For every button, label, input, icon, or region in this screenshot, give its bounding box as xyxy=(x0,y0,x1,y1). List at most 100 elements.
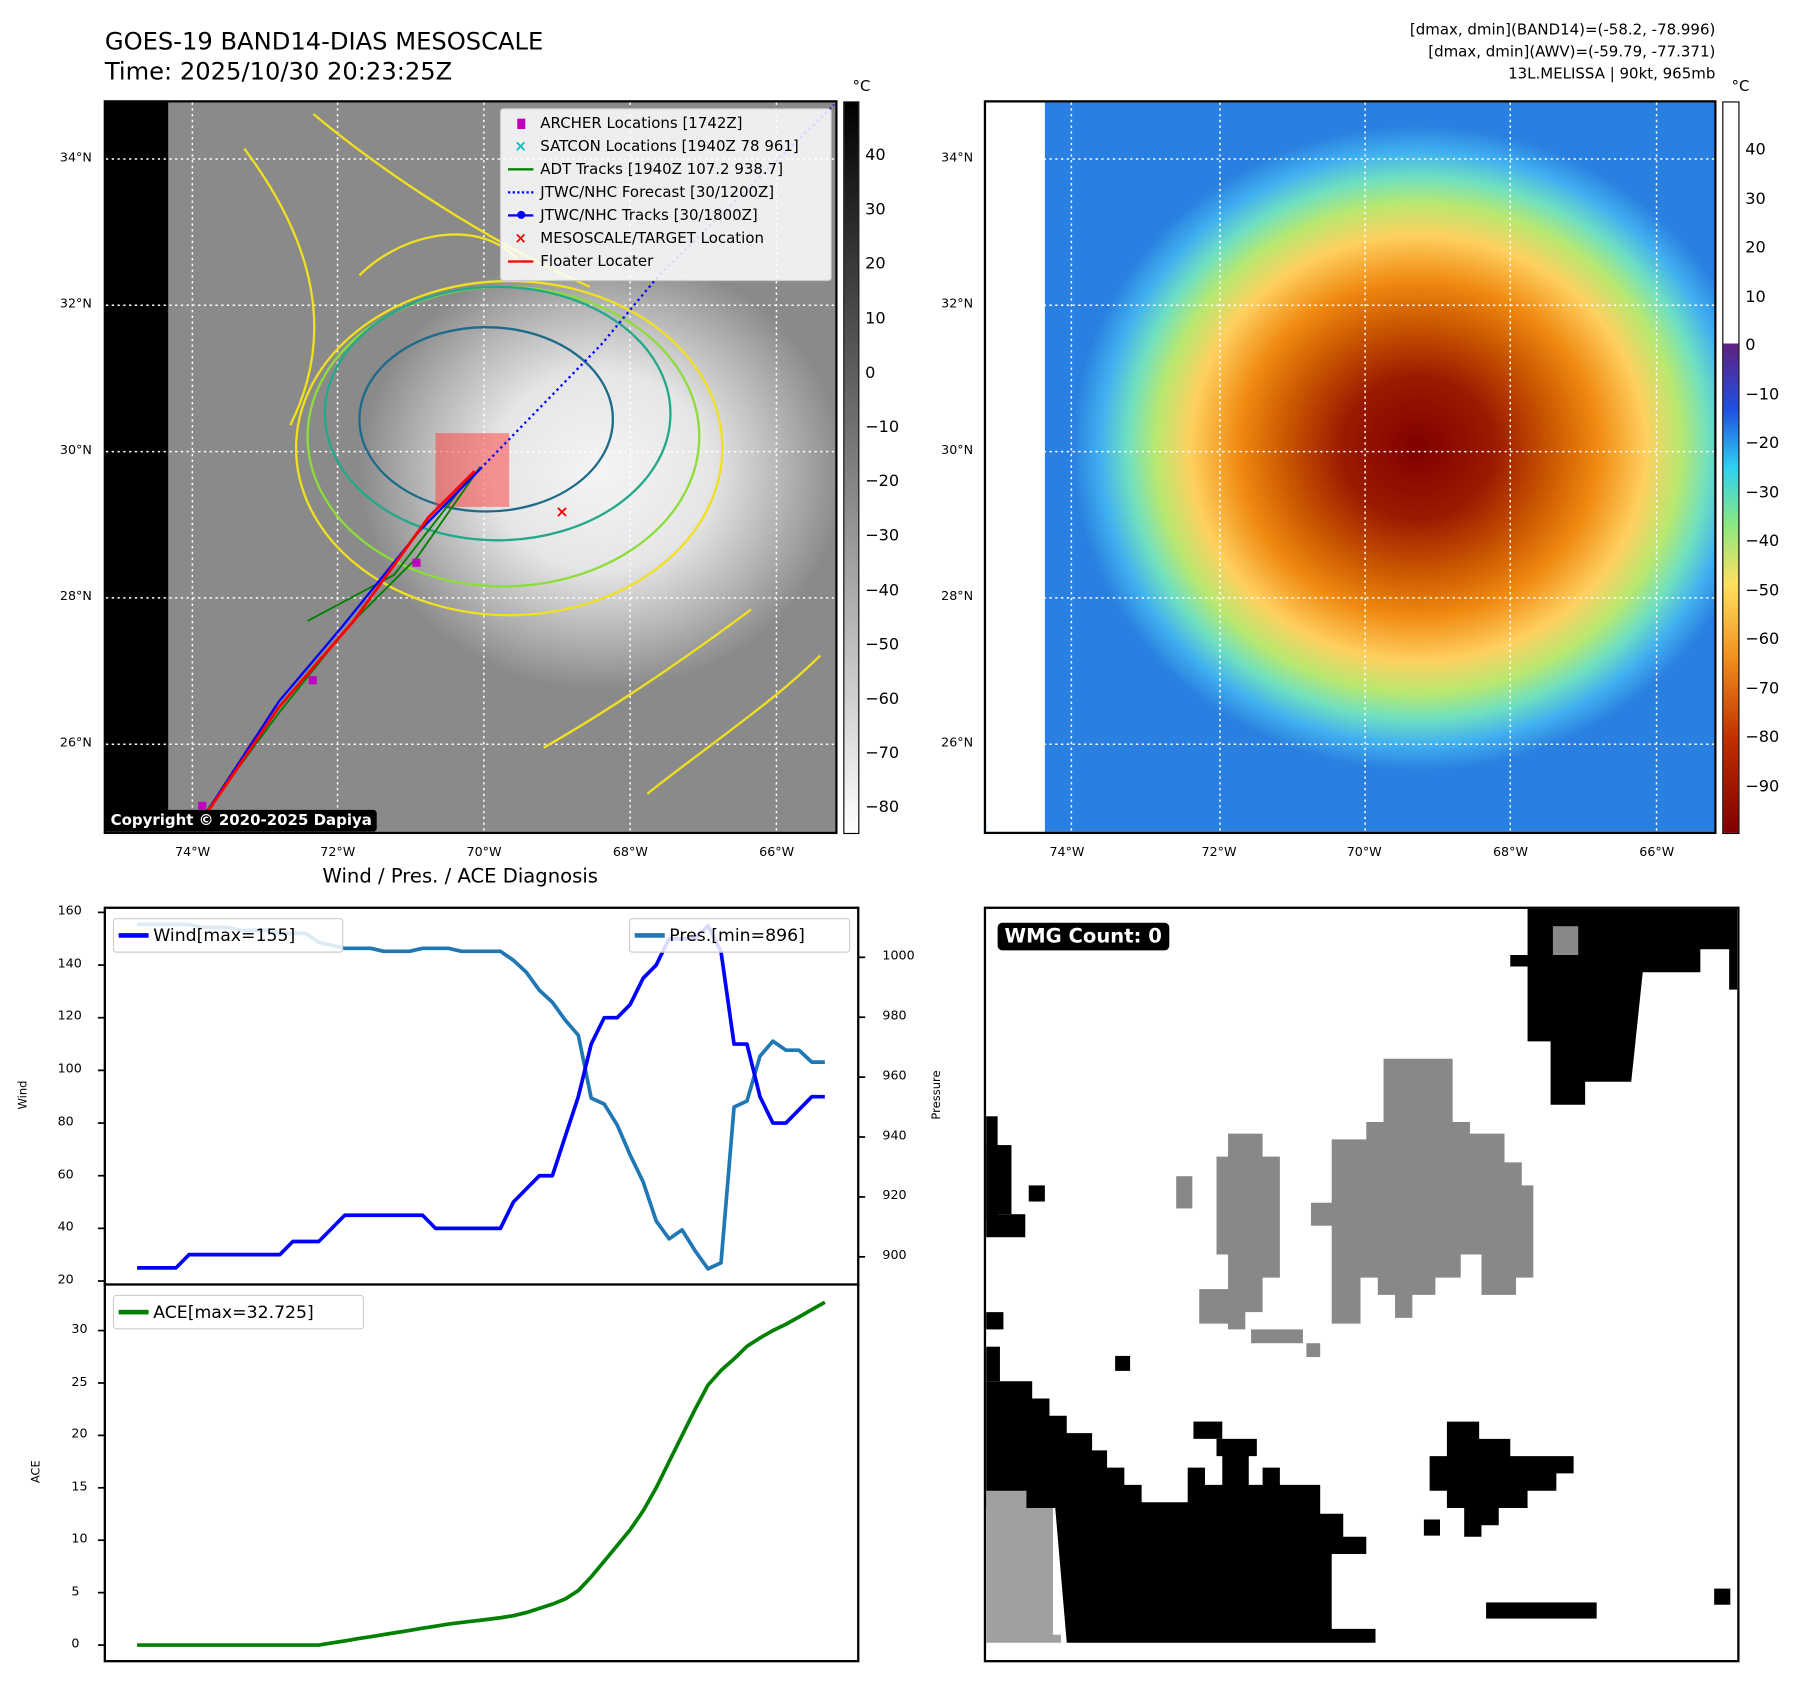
colorbar-tick: −50 xyxy=(865,635,900,655)
dotted-line-icon xyxy=(501,191,540,194)
lon-label: 68°W xyxy=(1492,844,1528,860)
colorbar-tick: 0 xyxy=(1745,336,1756,355)
colorbar-tick: 30 xyxy=(1745,189,1766,208)
lat-label: 32°N xyxy=(941,296,974,312)
copyright: Copyright © 2020-2025 Dapiya xyxy=(105,809,377,832)
dot-line-icon xyxy=(501,210,540,219)
wind-line xyxy=(137,923,825,1270)
lon-label: 72°W xyxy=(320,844,356,860)
map-time: Time: 2025/10/30 20:23:25Z xyxy=(104,57,453,86)
lon-label: 72°W xyxy=(1201,844,1237,860)
colorbar-tick: 20 xyxy=(1745,238,1766,257)
colorbar-tick: −10 xyxy=(865,418,900,437)
square-marker-icon xyxy=(501,118,540,129)
ace-tick-label: 30 xyxy=(71,1321,88,1337)
wind-tick-label: 80 xyxy=(57,1113,74,1129)
colorbar-tick: 0 xyxy=(865,363,876,383)
lat-label: 30°N xyxy=(59,442,92,458)
colorbar-unit-left: °C xyxy=(852,78,871,96)
gridlines xyxy=(986,102,1715,832)
colorbar-tick: 10 xyxy=(865,309,886,328)
ir-map-panel: × ARCHER Locations [1742Z] × SATCON Locat… xyxy=(103,100,838,835)
pressure-tick-label: 980 xyxy=(882,1007,907,1023)
lat-label: 34°N xyxy=(941,149,974,165)
ace-line xyxy=(137,1300,826,1647)
wind-legend: Wind[max=155] xyxy=(112,918,344,953)
map-legend: ARCHER Locations [1742Z] × SATCON Locatio… xyxy=(499,108,832,282)
ace-tick-label: 25 xyxy=(71,1373,88,1389)
lat-label: 26°N xyxy=(941,734,974,750)
colorbar-tick: −50 xyxy=(1745,581,1780,600)
awv-range: [dmax, dmin](AWV)=(-59.79, -77.371) xyxy=(1428,43,1716,62)
lat-label: 30°N xyxy=(941,442,974,458)
lat-label: 34°N xyxy=(59,149,92,165)
legend-archer: ARCHER Locations [1742Z] xyxy=(501,112,830,135)
lon-label: 74°W xyxy=(175,844,211,860)
wind-tick-label: 40 xyxy=(57,1219,74,1235)
pressure-line xyxy=(137,922,825,1271)
legend-adt: ADT Tracks [1940Z 107.2 938.7] xyxy=(501,158,830,181)
chart-title: Wind / Pres. / ACE Diagnosis xyxy=(322,865,598,889)
enhanced-ir-map-panel xyxy=(983,100,1717,835)
wind-tick-label: 120 xyxy=(57,1008,82,1024)
wind-tick-label: 20 xyxy=(57,1271,74,1287)
lat-label: 32°N xyxy=(59,296,92,312)
colorbar-tick: −90 xyxy=(1745,777,1780,796)
ace-tick-label: 0 xyxy=(71,1635,80,1651)
legend-forecast: JTWC/NHC Forecast [30/1200Z] xyxy=(501,181,830,204)
pressure-tick-label: 900 xyxy=(882,1247,907,1263)
colorbar-tick: 10 xyxy=(1745,287,1766,306)
ir-colorbar xyxy=(843,101,860,835)
colorbar-tick: −40 xyxy=(865,581,900,600)
ace-tick-label: 20 xyxy=(71,1426,88,1442)
legend-satcon: × SATCON Locations [1940Z 78 961] xyxy=(501,135,830,158)
ace-tick-label: 10 xyxy=(71,1531,88,1546)
wind-tick-label: 160 xyxy=(57,903,82,919)
line-icon xyxy=(630,933,669,938)
lat-label: 28°N xyxy=(59,588,92,604)
pressure-tick-label: 960 xyxy=(882,1067,907,1083)
colorbar-tick: 40 xyxy=(865,146,886,165)
lon-label: 74°W xyxy=(1049,844,1085,860)
band14-range: [dmax, dmin](BAND14)=(-58.2, -78.996) xyxy=(1409,21,1716,40)
colorbar-tick: −70 xyxy=(865,744,900,763)
chart-divider xyxy=(103,1283,860,1286)
map-title: GOES-19 BAND14-DIAS MESOSCALE xyxy=(104,27,544,56)
colorbar-tick: 30 xyxy=(865,200,886,220)
lat-label: 28°N xyxy=(941,588,974,604)
lon-label: 66°W xyxy=(1639,844,1675,860)
pressure-tick-label: 940 xyxy=(882,1127,907,1143)
colorbar-tick: −60 xyxy=(865,690,900,709)
legend-target: × MESOSCALE/TARGET Location xyxy=(501,227,830,250)
pressure-tick-label: 920 xyxy=(882,1187,907,1203)
line-icon xyxy=(501,260,540,263)
colorbar-tick: −70 xyxy=(1745,679,1780,698)
colorbar-tick: −20 xyxy=(1745,434,1780,453)
wind-tick-label: 60 xyxy=(57,1166,74,1182)
ace-tick-label: 15 xyxy=(71,1478,88,1494)
legend-tracks: JTWC/NHC Tracks [30/1800Z] xyxy=(501,204,830,227)
lon-label: 70°W xyxy=(1346,844,1382,860)
colorbar-tick: 20 xyxy=(865,255,886,274)
lon-label: 66°W xyxy=(759,844,795,860)
line-icon xyxy=(114,1309,153,1315)
colorbar-tick: 40 xyxy=(1745,140,1766,159)
pressure-tick-label: 1000 xyxy=(882,948,915,964)
enhanced-colorbar xyxy=(1722,101,1740,835)
colorbar-tick: −10 xyxy=(1745,385,1780,404)
colorbar-tick: −80 xyxy=(865,798,900,818)
colorbar-tick: −80 xyxy=(1745,728,1780,747)
lon-label: 68°W xyxy=(612,844,648,860)
colorbar-tick: −30 xyxy=(865,526,900,546)
line-icon xyxy=(114,933,153,938)
wind-tick-label: 140 xyxy=(57,955,82,971)
lon-label: 70°W xyxy=(466,844,502,860)
wind-tick-label: 100 xyxy=(57,1061,82,1077)
line-icon xyxy=(501,168,540,171)
legend-floater: Floater Locater xyxy=(501,250,830,273)
x-marker-icon: × xyxy=(514,137,527,155)
colorbar-unit-right: °C xyxy=(1731,78,1750,96)
ace-tick-label: 5 xyxy=(71,1583,80,1599)
colorbar-tick: −20 xyxy=(865,472,900,491)
x-marker-icon: × xyxy=(514,229,527,248)
